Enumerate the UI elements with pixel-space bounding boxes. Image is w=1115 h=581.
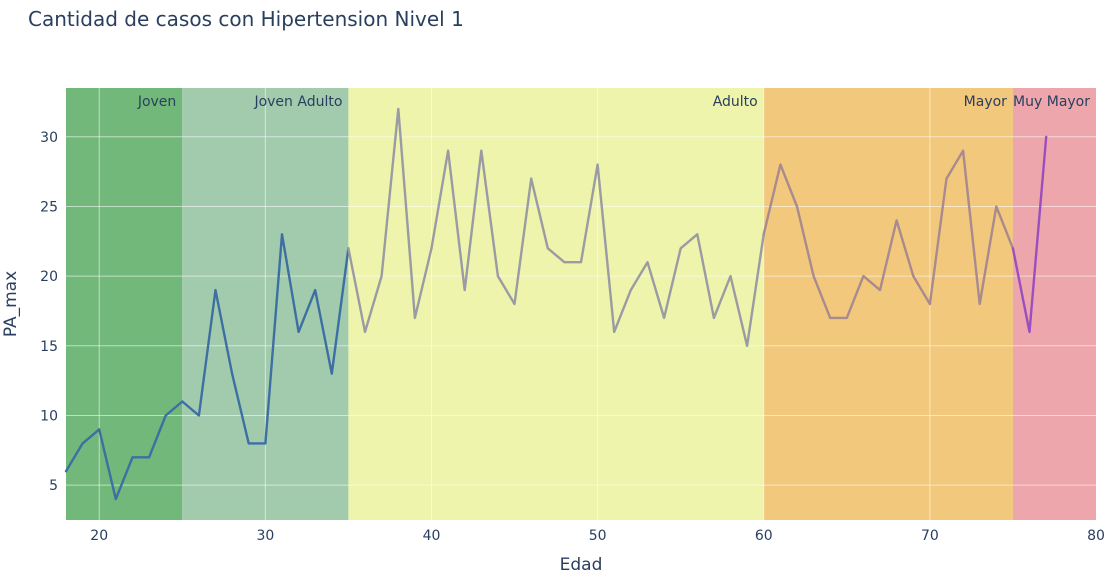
data-point	[413, 316, 417, 320]
series-line-60-75	[762, 149, 1015, 320]
band-muy-mayor	[1012, 88, 1096, 520]
data-point	[64, 469, 68, 473]
data-point	[645, 260, 649, 264]
data-point	[762, 232, 766, 236]
data-point	[662, 316, 666, 320]
data-point	[130, 455, 134, 459]
data-point	[695, 232, 699, 236]
band-label-joven: Joven	[137, 94, 176, 110]
data-point	[961, 149, 965, 153]
data-point	[812, 274, 816, 278]
data-point	[1044, 135, 1048, 139]
series-line-75-77	[1011, 135, 1048, 334]
data-point	[978, 302, 982, 306]
x-tick-label: 80	[1087, 528, 1105, 544]
data-point	[180, 400, 184, 404]
data-point	[164, 413, 168, 417]
data-point	[346, 246, 350, 250]
data-point	[429, 246, 433, 250]
x-tick-label: 60	[755, 528, 773, 544]
data-point	[214, 288, 218, 292]
data-point	[313, 288, 317, 292]
band-adulto	[348, 88, 764, 520]
data-point	[944, 177, 948, 181]
series-line-18-35	[64, 233, 350, 501]
data-point	[579, 260, 583, 264]
data-point	[81, 441, 85, 445]
data-point	[562, 260, 566, 264]
y-axis-title: PA_max	[1, 271, 21, 337]
data-point	[546, 246, 550, 250]
data-point	[97, 427, 101, 431]
data-point	[1011, 246, 1015, 250]
series-line-35-60	[347, 107, 765, 347]
data-point	[679, 246, 683, 250]
series-lines	[64, 107, 1048, 501]
data-point	[529, 177, 533, 181]
data-point	[911, 274, 915, 278]
band-label-muy-mayor: Muy Mayor	[1013, 94, 1090, 110]
x-axis-title: Edad	[560, 555, 603, 575]
x-tick-label: 40	[423, 528, 441, 544]
data-point	[496, 274, 500, 278]
x-tick-label: 30	[256, 528, 274, 544]
data-point	[828, 316, 832, 320]
band-mayor	[763, 88, 1013, 520]
band-labels: Joven Joven Adulto Adulto Mayor Muy Mayor	[137, 94, 1090, 110]
y-axis-ticks: 5 10 15 20 25 30	[40, 130, 58, 494]
x-tick-label: 20	[90, 528, 108, 544]
x-tick-label: 70	[921, 528, 939, 544]
data-point	[745, 344, 749, 348]
data-point	[1028, 330, 1032, 334]
data-point	[380, 274, 384, 278]
data-point	[280, 232, 284, 236]
data-point	[114, 497, 118, 501]
data-point	[297, 330, 301, 334]
y-tick-label: 10	[40, 408, 58, 424]
data-point	[263, 441, 267, 445]
data-point	[247, 441, 251, 445]
data-point	[596, 163, 600, 167]
data-point	[197, 413, 201, 417]
data-point	[795, 204, 799, 208]
data-point	[230, 372, 234, 376]
data-point	[629, 288, 633, 292]
x-axis-ticks: 20 30 40 50 60 70 80	[90, 528, 1105, 544]
band-label-mayor: Mayor	[964, 94, 1008, 110]
data-point	[612, 330, 616, 334]
data-point	[463, 288, 467, 292]
grid-lines	[66, 88, 1096, 520]
y-tick-label: 30	[40, 130, 58, 146]
x-tick-label: 50	[589, 528, 607, 544]
y-tick-label: 20	[40, 269, 58, 285]
data-point	[479, 149, 483, 153]
data-point	[513, 302, 517, 306]
data-point	[861, 274, 865, 278]
data-point	[147, 455, 151, 459]
data-point	[363, 330, 367, 334]
data-point	[729, 274, 733, 278]
y-tick-label: 25	[40, 199, 58, 215]
data-point	[845, 316, 849, 320]
data-point	[446, 149, 450, 153]
band-joven	[66, 88, 183, 520]
chart-title: Cantidad de casos con Hipertension Nivel…	[28, 7, 464, 31]
data-point	[712, 316, 716, 320]
data-point	[878, 288, 882, 292]
band-label-joven-adulto: Joven Adulto	[253, 94, 342, 110]
y-tick-label: 5	[49, 478, 58, 494]
data-point	[396, 107, 400, 111]
band-label-adulto: Adulto	[713, 94, 758, 110]
data-point	[330, 372, 334, 376]
data-point	[928, 302, 932, 306]
data-point	[895, 218, 899, 222]
age-bands	[66, 88, 1096, 520]
data-point	[778, 163, 782, 167]
data-point	[994, 204, 998, 208]
y-tick-label: 15	[40, 339, 58, 355]
